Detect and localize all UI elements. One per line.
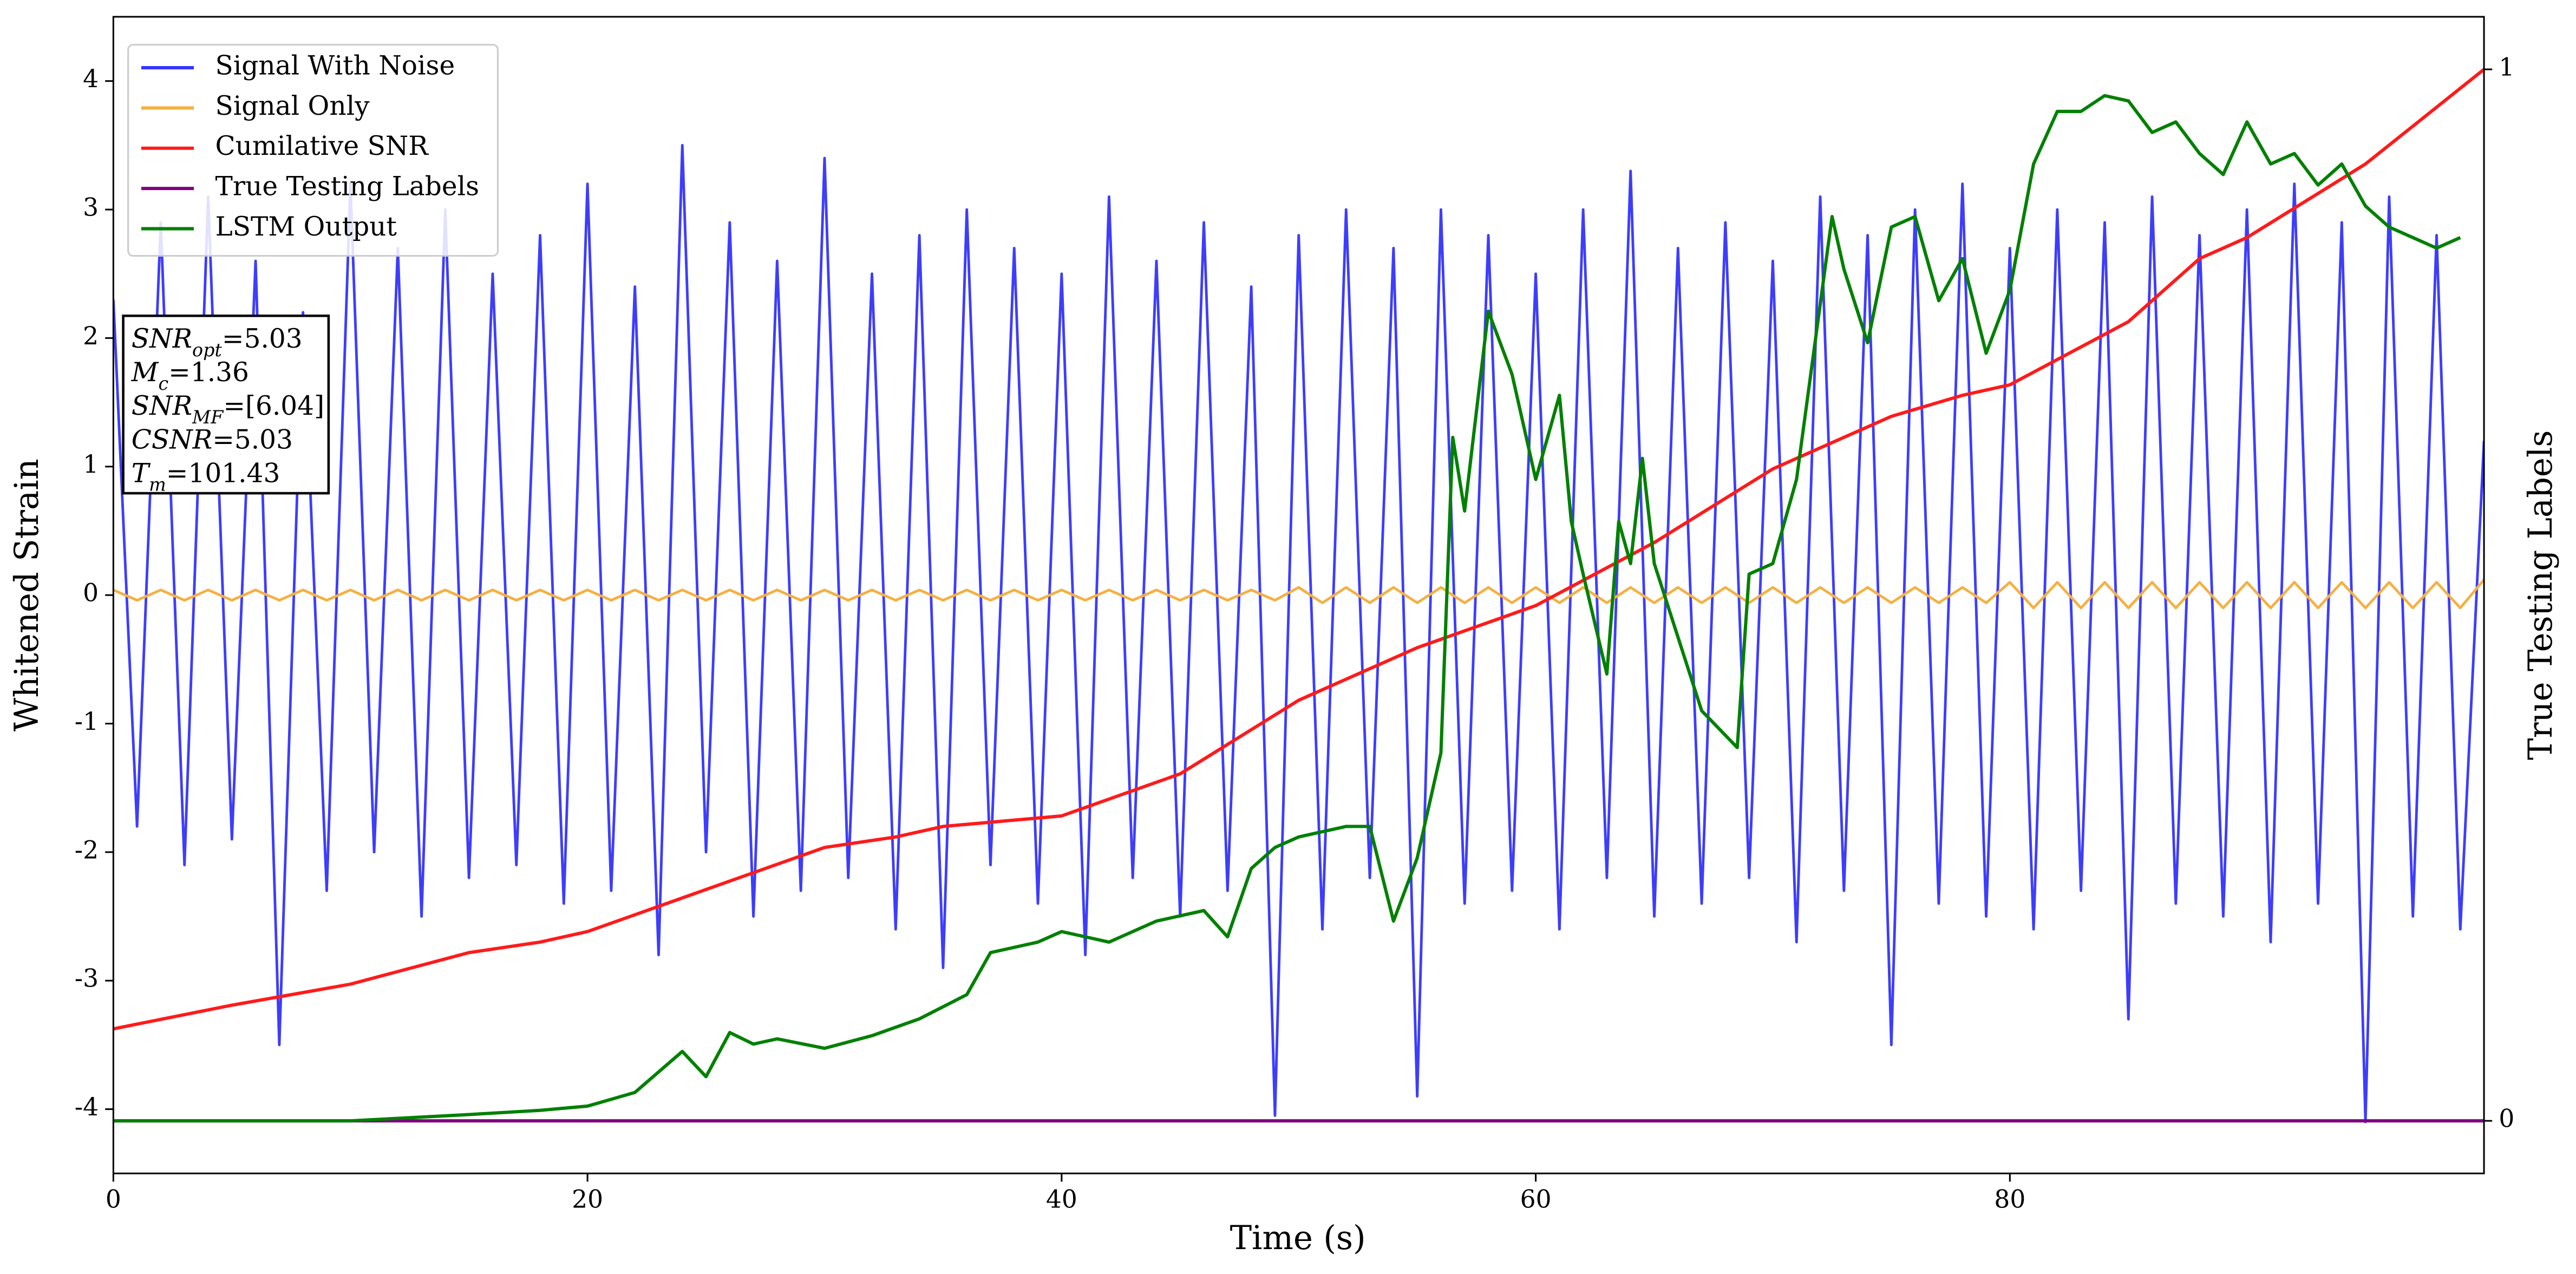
info-sub: m (149, 474, 166, 495)
y-tick-label: 3 (83, 193, 99, 222)
y-tick-label: 1 (83, 450, 99, 479)
info-line: SNRopt=5.03 (132, 323, 303, 360)
y-tick-label: -1 (75, 707, 99, 736)
series-line (113, 68, 2485, 1031)
info-line: SNRMF=[6.04] (132, 391, 324, 428)
y2-axis-label: True Testing Labels (2522, 430, 2560, 760)
info-rest: =5.03 (212, 424, 293, 455)
info-sub: c (158, 373, 168, 394)
y-tick-label: 2 (83, 322, 99, 350)
series-line (113, 143, 2485, 1123)
info-base: SNR (132, 323, 192, 354)
info-base: SNR (132, 391, 192, 421)
info-rest: =[6.04] (223, 391, 324, 421)
legend-label: Signal With Noise (215, 51, 455, 81)
info-sub: opt (192, 339, 222, 360)
info-rest: =1.36 (168, 357, 249, 387)
info-sub: MF (192, 407, 224, 428)
x-tick-label: 60 (1520, 1185, 1552, 1213)
x-tick-label: 20 (572, 1185, 603, 1213)
x-tick-label: 40 (1046, 1185, 1077, 1213)
legend-box (127, 44, 499, 257)
legend-label: LSTM Output (215, 212, 397, 242)
y2-tick-label: 1 (2499, 53, 2514, 82)
y-tick-label: -4 (75, 1093, 99, 1121)
info-line: Tm=101.43 (132, 458, 280, 495)
series-line (113, 94, 2461, 1123)
info-rest: =5.03 (222, 323, 303, 354)
info-base: CSNR (132, 424, 212, 455)
info-base: T (132, 458, 151, 488)
info-line: CSNR=5.03 (132, 424, 293, 455)
y-axis-label: Whitened Strain (8, 459, 46, 731)
x-tick-label: 80 (1994, 1185, 2025, 1213)
y-tick-label: 4 (83, 64, 99, 93)
legend-label: Cumilative SNR (215, 131, 429, 161)
legend-label: True Testing Labels (215, 172, 480, 202)
y2-tick-label: 0 (2499, 1105, 2514, 1133)
info-base: M (131, 357, 159, 387)
info-rest: =101.43 (166, 458, 280, 488)
y-tick-label: 0 (83, 579, 99, 607)
y-tick-label: -2 (75, 835, 99, 864)
x-tick-label: 0 (106, 1185, 121, 1213)
series-line (113, 579, 2485, 610)
y-tick-label: -3 (75, 964, 99, 993)
info-box (122, 314, 330, 495)
info-line: Mc=1.36 (131, 357, 249, 394)
x-axis-label: Time (s) (1230, 1219, 1366, 1257)
legend-label: Signal Only (215, 91, 370, 121)
